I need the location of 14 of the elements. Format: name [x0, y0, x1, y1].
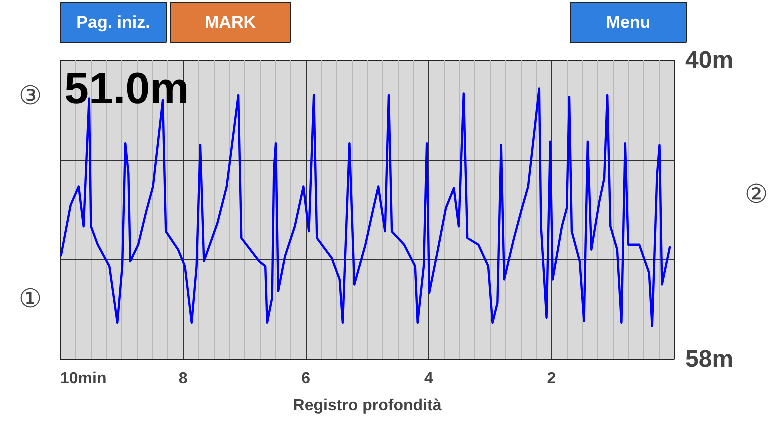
text: Menu — [606, 13, 651, 32]
x-tick-label: 4 — [424, 370, 434, 388]
text: ① — [18, 284, 42, 315]
y-tick-label: 40m — [686, 47, 734, 74]
x-tick-label: 6 — [302, 370, 311, 388]
text: ② — [744, 180, 768, 210]
x-tick-label: 2 — [547, 370, 556, 388]
text: Pag. iniz. — [76, 13, 150, 32]
text: ③ — [18, 81, 42, 112]
x-tick-label: 10min — [60, 370, 107, 388]
x-tick-label: 8 — [178, 370, 188, 388]
text: Registro profondità — [293, 398, 442, 414]
y-tick-label: 58m — [686, 346, 734, 373]
text: MARK — [205, 13, 257, 32]
